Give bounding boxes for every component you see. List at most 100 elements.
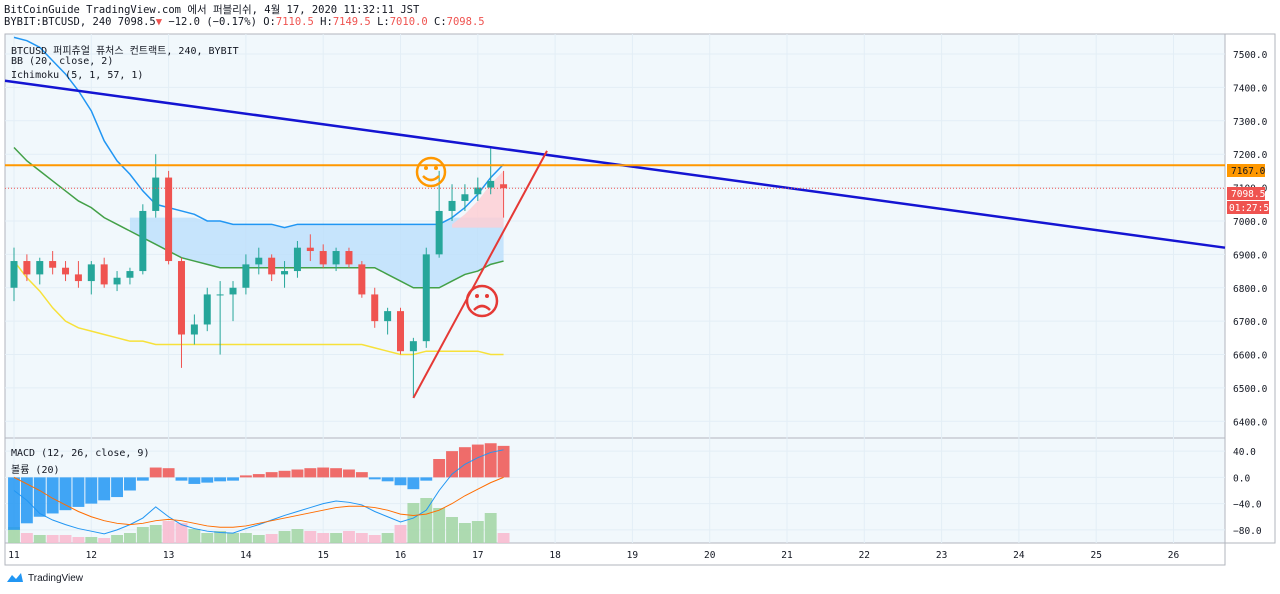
candle-body xyxy=(384,311,392,322)
volume-bar xyxy=(394,525,407,543)
ichimoku-legend[interactable]: Ichimoku (5, 1, 57, 1) xyxy=(11,70,144,81)
macd-histogram-bar xyxy=(33,477,46,517)
ascending-support-line xyxy=(412,150,548,399)
macd-histogram-bar xyxy=(8,477,20,530)
candle-body xyxy=(100,264,108,285)
price-tick-label: 7500.0 xyxy=(1233,50,1268,61)
macd-histogram-bar xyxy=(239,475,252,478)
macd-histogram-bar xyxy=(278,470,291,478)
macd-histogram-bar xyxy=(446,451,458,478)
volume-bar xyxy=(330,533,343,543)
time-tick-label: 19 xyxy=(627,550,639,561)
macd-histogram-bar xyxy=(252,474,265,478)
price-tick-label: 6800.0 xyxy=(1233,284,1268,295)
bb-legend[interactable]: BB (20, close, 2) xyxy=(11,56,114,67)
time-tick-label: 13 xyxy=(163,550,174,561)
candle-body xyxy=(345,251,353,265)
volume-bar xyxy=(227,533,239,543)
volume-bar xyxy=(188,529,201,543)
macd-indicator xyxy=(8,443,510,543)
macd-histogram-bar xyxy=(111,477,124,498)
open-label: O: xyxy=(263,16,276,28)
macd-histogram-bar xyxy=(227,477,239,481)
time-axis[interactable] xyxy=(4,542,1226,566)
volume-bar xyxy=(433,508,446,543)
bb-lower-line xyxy=(13,260,504,356)
time-axis-ticks: 11 12 13 14 15 16 17 18 19 20 21 22 23 24 25 26 xyxy=(8,550,1179,561)
macd-histogram-bar xyxy=(484,443,497,478)
volume-bar xyxy=(458,523,471,543)
time-tick-label: 22 xyxy=(859,550,870,561)
macd-histogram-bar xyxy=(46,477,59,514)
macd-histogram-bar xyxy=(59,477,72,511)
macd-legend[interactable]: MACD (12, 26, close, 9) xyxy=(11,448,150,459)
macd-histogram-bar xyxy=(214,477,227,482)
candle-body xyxy=(36,261,44,275)
volume-bar xyxy=(72,537,85,543)
volume-bar xyxy=(252,535,265,543)
macd-histogram-bar xyxy=(162,468,175,478)
time-tick-label: 14 xyxy=(240,550,252,561)
close-label: C: xyxy=(434,16,447,28)
macd-histogram-bar xyxy=(317,467,330,478)
footer-brand[interactable]: TradingView xyxy=(6,572,83,584)
candle-body xyxy=(306,247,314,252)
volume-bar xyxy=(162,521,175,543)
macd-histogram-bar xyxy=(458,447,471,478)
time-tick-label: 21 xyxy=(781,550,793,561)
macd-histogram-bar xyxy=(368,477,381,480)
close-value: 7098.5 xyxy=(446,16,485,28)
candle-body xyxy=(87,264,95,282)
macd-histogram-bar xyxy=(188,477,201,484)
countdown-tag: 01:27:52 xyxy=(1227,201,1275,214)
macd-tick-label: 0.0 xyxy=(1233,473,1250,484)
current-price-label: 7098.5 xyxy=(1231,189,1265,200)
macd-tick-label: −80.0 xyxy=(1233,526,1262,537)
volume-bar xyxy=(368,535,381,543)
price-tick-label: 6900.0 xyxy=(1233,250,1268,261)
volume-bar xyxy=(381,533,394,543)
volume-bar xyxy=(446,517,458,543)
drawings[interactable] xyxy=(4,79,1226,399)
chart-title: BTCUSD 퍼피츄얼 퓨처스 컨트랙트, 240, BYBIT xyxy=(11,46,239,57)
price-tick-label: 6400.0 xyxy=(1233,417,1268,428)
open-value: 7110.5 xyxy=(275,16,314,28)
volume-bar xyxy=(497,533,510,543)
price-scale[interactable] xyxy=(1224,33,1276,544)
descending-trendline xyxy=(4,79,1226,249)
grid-lines xyxy=(5,34,1225,543)
volume-bar xyxy=(85,537,98,543)
macd-histogram-bar xyxy=(343,469,355,478)
volume-bar xyxy=(278,531,291,543)
level-price-tag: 7167.0 xyxy=(1227,164,1266,177)
candle-body xyxy=(203,294,211,325)
macd-histogram-bar xyxy=(291,469,304,478)
candle-body xyxy=(474,187,482,195)
candle-body xyxy=(113,277,121,285)
down-arrow-icon: ▼ xyxy=(155,16,163,28)
macd-histogram-bar xyxy=(433,459,446,478)
volume-bar xyxy=(239,533,252,543)
volume-bar xyxy=(407,503,420,543)
candle-body xyxy=(409,341,417,352)
macd-histogram-bar xyxy=(201,477,214,483)
header-title: BitCoinGuide TradingView.com 에서 퍼블리쉬, 4월… xyxy=(4,4,420,16)
volume-bar xyxy=(343,531,355,543)
low-label: L: xyxy=(377,16,390,28)
candle-body xyxy=(268,257,276,275)
volume-legend[interactable]: 볼륨 (20) xyxy=(11,465,60,476)
macd-histogram-bar xyxy=(471,444,484,478)
macd-histogram-bar xyxy=(124,477,136,491)
candle-body xyxy=(358,264,366,295)
volume-bar xyxy=(149,525,162,543)
volume-bar xyxy=(111,535,124,543)
high-value: 7149.5 xyxy=(332,16,371,28)
candle-body xyxy=(255,257,263,265)
price-tick-label: 7300.0 xyxy=(1233,117,1268,128)
candle-body xyxy=(126,271,134,278)
volume-bar xyxy=(420,498,433,543)
volume-bar xyxy=(46,535,59,543)
macd-histogram-bar xyxy=(330,468,343,478)
brand-label: TradingView xyxy=(28,572,84,584)
